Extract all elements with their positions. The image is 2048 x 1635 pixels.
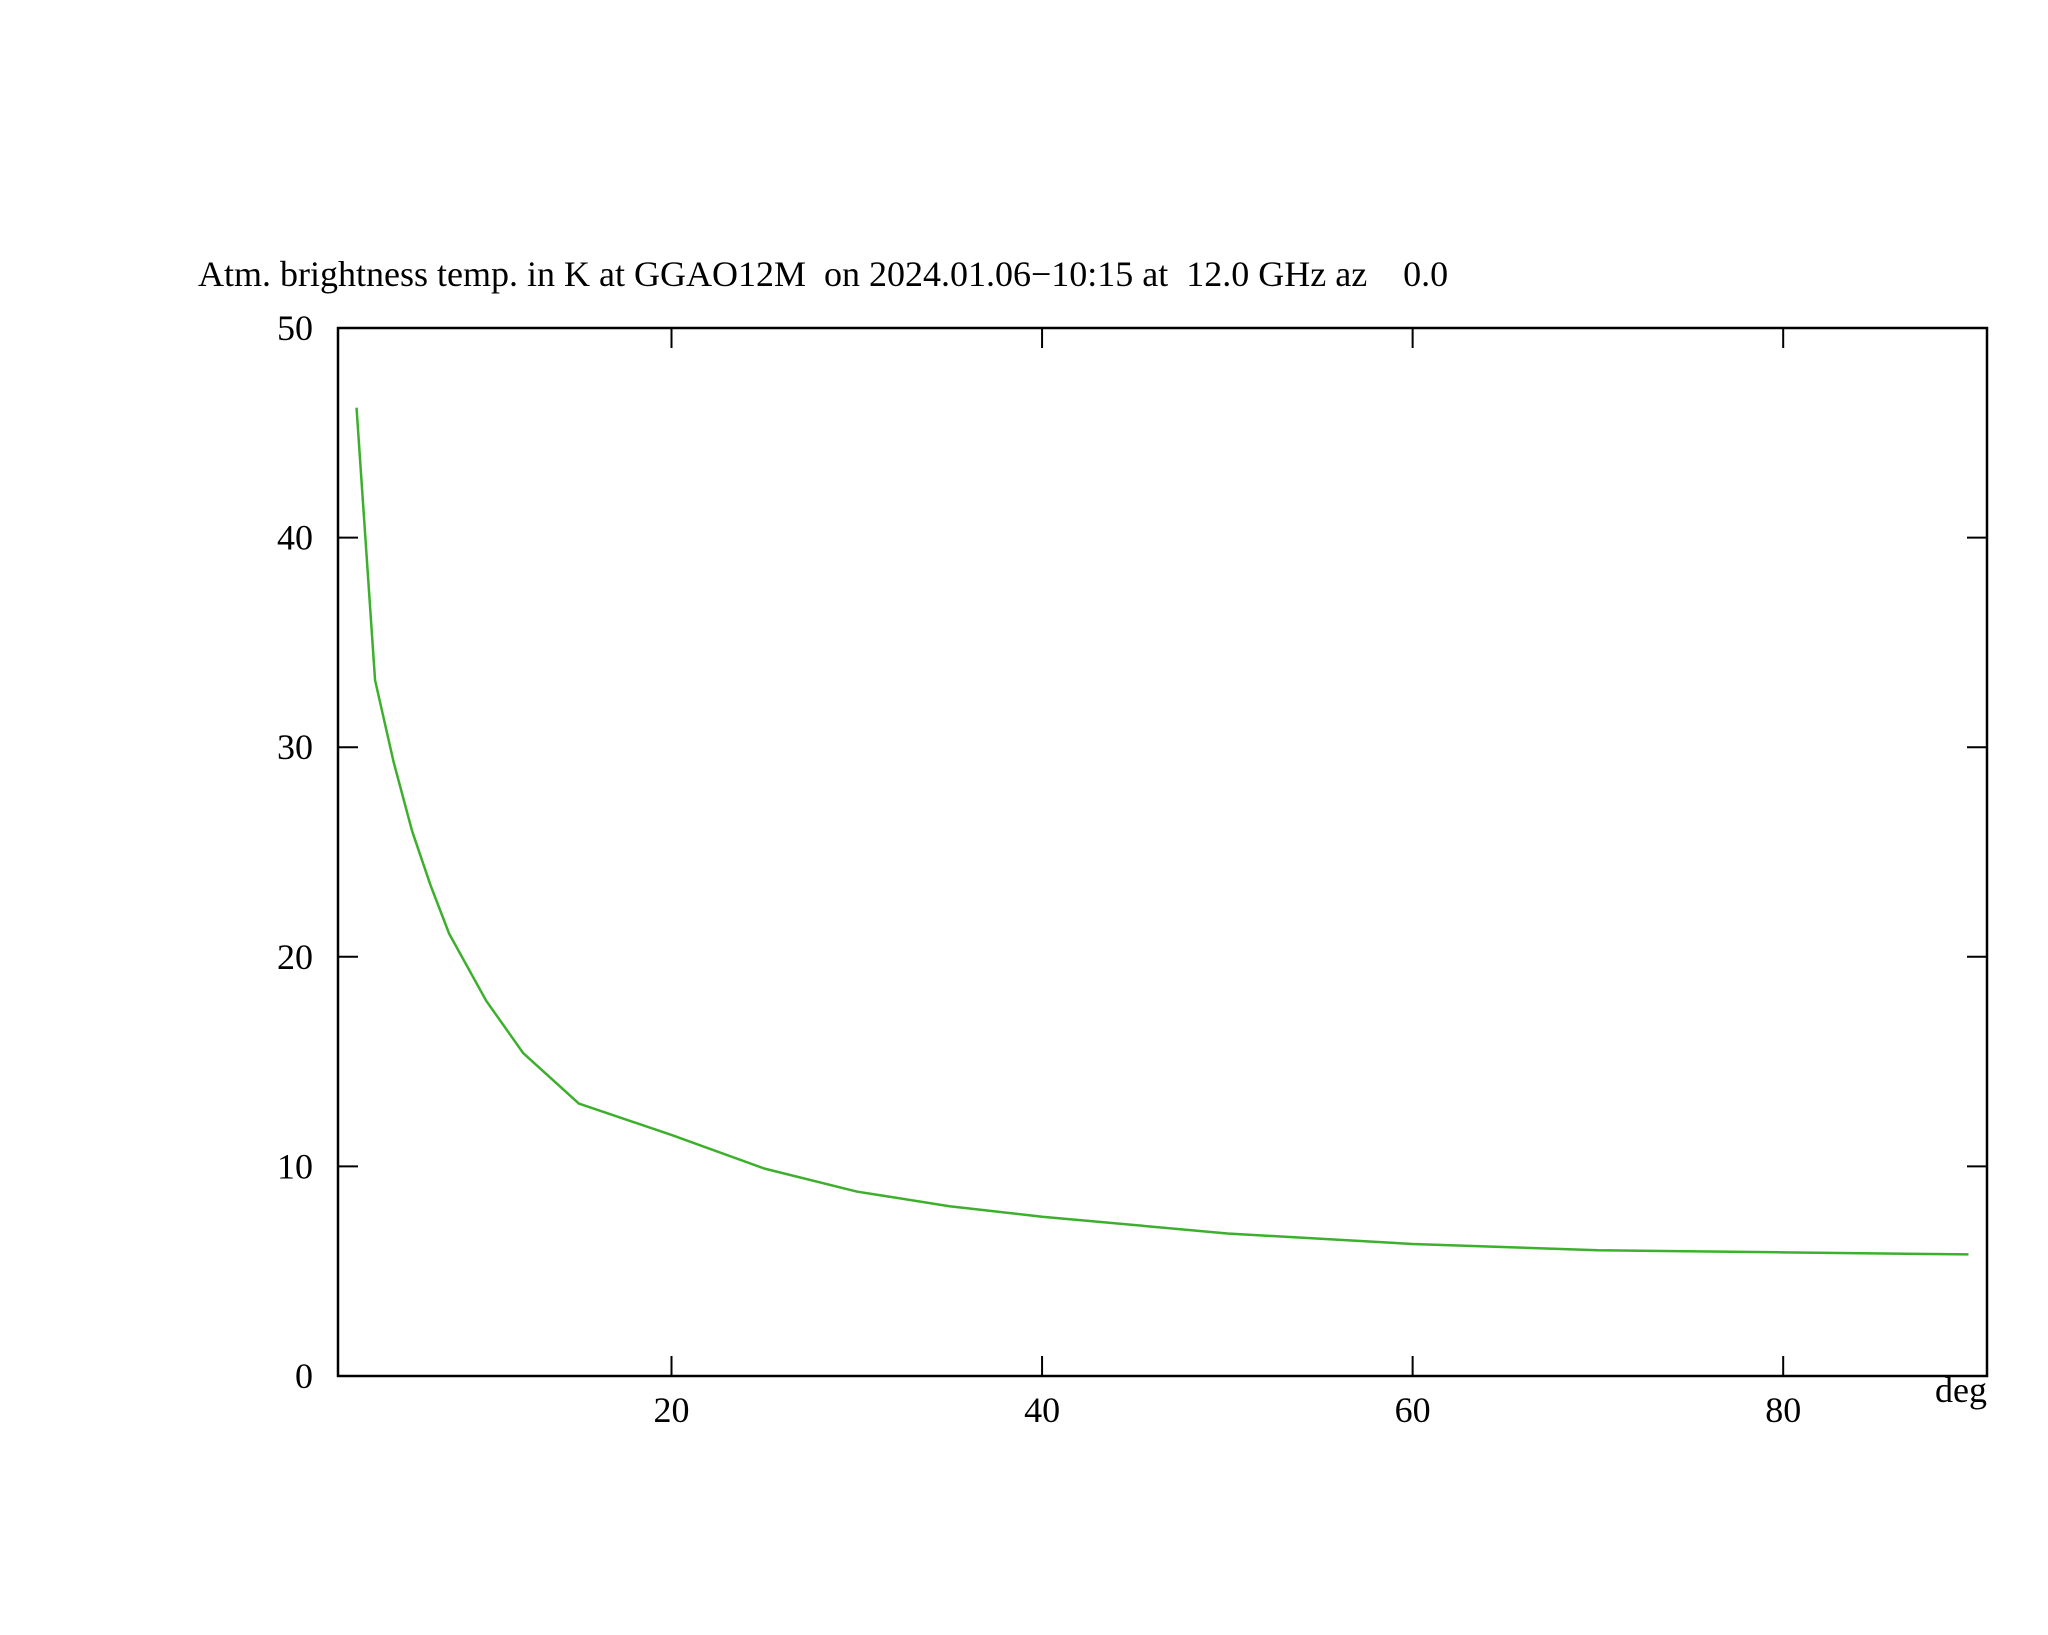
y-tick-label: 30 [277,727,313,767]
x-tick-label: 40 [1024,1390,1060,1430]
y-tick-label: 50 [277,308,313,348]
y-tick-label: 0 [295,1356,313,1396]
y-tick-label: 40 [277,518,313,558]
x-tick-label: 60 [1395,1390,1431,1430]
y-tick-label: 10 [277,1146,313,1186]
y-tick-label: 20 [277,937,313,977]
data-line [355,407,1969,1256]
chart-title: Atm. brightness temp. in K at GGAO12M on… [198,254,1448,294]
plot-frame [336,326,1989,1378]
x-tick-label: 80 [1765,1390,1801,1430]
x-tick-label: 20 [654,1390,690,1430]
